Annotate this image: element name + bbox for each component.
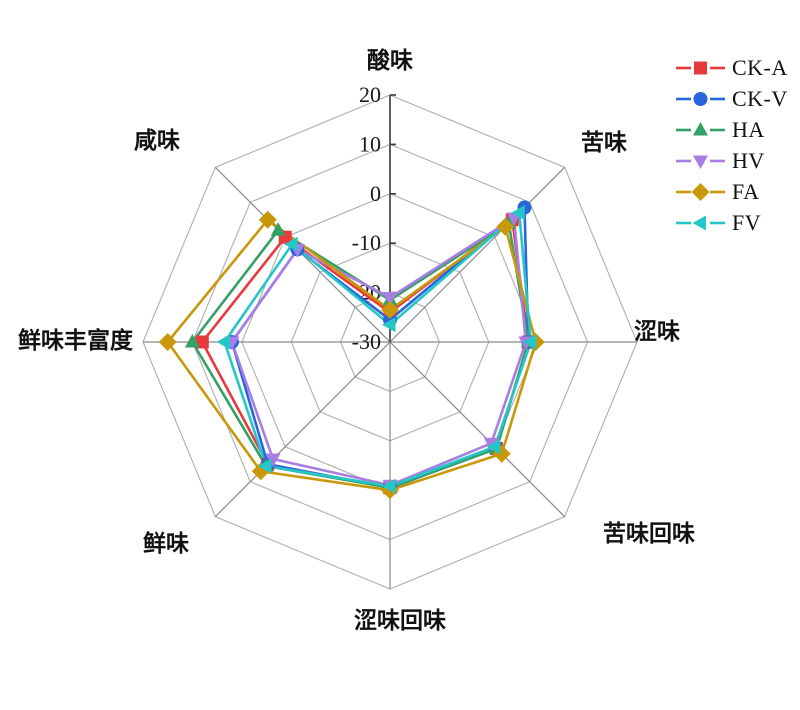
legend-marker-ck-a (676, 61, 725, 74)
axis-spoke-bitter-aftertaste (389, 341, 566, 518)
axis-label-bitter: 苦味 (581, 130, 627, 155)
legend-marker-fa (676, 182, 725, 201)
legend-glyph-HV (693, 155, 708, 169)
legend-glyph-FV (692, 215, 706, 230)
tick-label--10: -10 (352, 230, 381, 255)
legend-item-fv: FV (674, 209, 788, 236)
legend-glyph-CK-V (693, 91, 708, 106)
marker-FA-sour (381, 300, 399, 319)
axis-label-astringent-aftertaste: 涩味回味 (354, 608, 446, 633)
legend-label: HA (732, 116, 765, 142)
axis-label-sour: 酸味 (367, 48, 413, 73)
series-line-FA (166, 218, 538, 492)
marker-FA-bitter (496, 217, 515, 236)
marker-HA-umami-richness (184, 334, 200, 348)
marker-FV-bitter (511, 205, 525, 221)
legend-glyph-HA (693, 121, 708, 135)
marker-FV-umami-richness (216, 334, 231, 350)
marker-CK-A-umami-richness (195, 335, 209, 349)
tick-label-0: 0 (370, 181, 381, 206)
legend-marker-ck-v (676, 91, 725, 106)
legend-marker-hv (676, 155, 725, 169)
legend-item-fa: FA (674, 178, 788, 205)
legend-glyph-FA (691, 182, 710, 201)
legend-marker-fv (676, 215, 725, 230)
axis-label-salty: 咸味 (134, 128, 180, 153)
axis-label-bitter-aftertaste: 苦味回味 (603, 521, 695, 546)
tick-label-10: 10 (359, 131, 381, 156)
marker-FV-umami (257, 458, 272, 474)
marker-HA-salty (270, 222, 286, 236)
axis-spoke-umami (214, 341, 391, 518)
legend-item-ck-v: CK-V (674, 85, 788, 112)
legend-marker-ha (676, 121, 725, 135)
tick-label--30: -30 (352, 329, 381, 354)
tick-label-20: 20 (359, 82, 381, 107)
legend-label: CK-A (732, 54, 788, 80)
marker-FV-astringent (522, 334, 537, 350)
marker-HV-sour (382, 292, 398, 306)
legend: CK-A CK-V HA HV FA FV (674, 54, 788, 236)
marker-HV-umami (265, 453, 281, 468)
marker-FV-bitter-aftertaste (486, 439, 501, 455)
marker-FA-umami-richness (158, 333, 177, 351)
legend-item-ck-a: CK-A (674, 54, 788, 81)
marker-FA-salty (258, 210, 277, 229)
legend-label: FV (732, 209, 762, 235)
legend-label: CK-V (732, 85, 788, 111)
marker-FV-salty (284, 236, 298, 252)
legend-glyph-CK-A (694, 61, 707, 74)
axis-spoke-bitter (389, 166, 566, 343)
legend-label: FA (732, 178, 760, 204)
legend-item-ha: HA (674, 116, 788, 143)
axis-label-umami: 鲜味 (143, 531, 189, 556)
marker-FV-astringent-aftertaste (382, 478, 396, 494)
axis-label-astringent: 涩味 (634, 319, 680, 344)
legend-label: HV (732, 147, 765, 173)
axis-label-umami-richness: 鲜味丰富度 (18, 327, 134, 353)
marker-FV-sour (382, 317, 396, 333)
legend-item-hv: HV (674, 147, 788, 174)
